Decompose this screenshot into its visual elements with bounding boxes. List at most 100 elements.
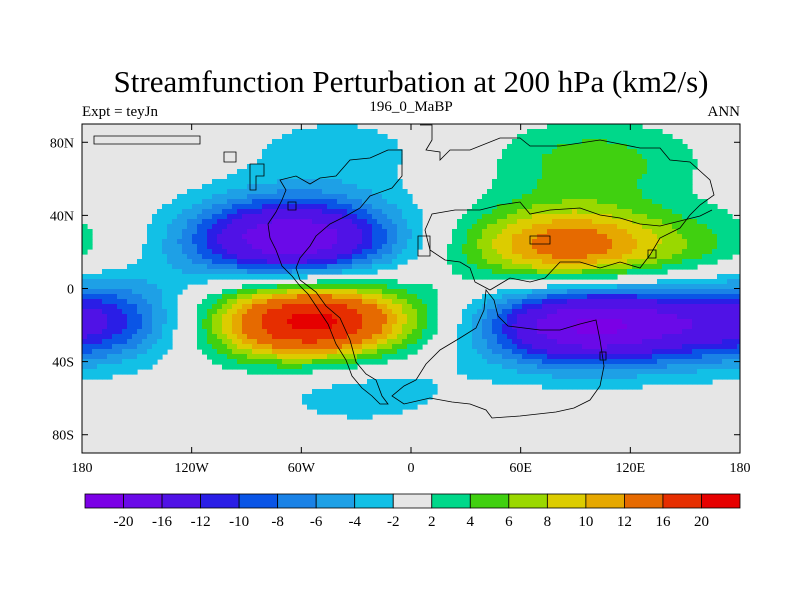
field-cell bbox=[187, 209, 193, 215]
field-cell bbox=[407, 214, 413, 220]
field-cell bbox=[252, 189, 258, 195]
field-cell bbox=[547, 194, 553, 200]
field-cell bbox=[697, 224, 703, 230]
field-cell bbox=[297, 229, 303, 235]
field-cell bbox=[252, 199, 258, 205]
field-cell bbox=[117, 304, 123, 310]
field-cell bbox=[617, 239, 623, 245]
field-cell bbox=[392, 244, 398, 250]
field-cell bbox=[362, 169, 368, 175]
field-cell bbox=[282, 284, 288, 290]
field-cell bbox=[462, 359, 468, 365]
field-cell bbox=[347, 359, 353, 365]
field-cell bbox=[342, 169, 348, 175]
field-cell bbox=[497, 319, 503, 325]
field-cell bbox=[117, 309, 123, 315]
field-cell bbox=[652, 319, 658, 325]
field-cell bbox=[372, 244, 378, 250]
field-cell bbox=[162, 339, 168, 345]
field-cell bbox=[632, 239, 638, 245]
field-cell bbox=[502, 209, 508, 215]
field-cell bbox=[217, 249, 223, 255]
field-cell bbox=[567, 314, 573, 320]
field-cell bbox=[327, 249, 333, 255]
field-cell bbox=[647, 209, 653, 215]
field-cell bbox=[552, 159, 558, 165]
field-cell bbox=[702, 284, 708, 290]
field-cell bbox=[317, 264, 323, 270]
field-cell bbox=[557, 374, 563, 380]
field-cell bbox=[222, 204, 228, 210]
field-cell bbox=[707, 279, 713, 285]
field-cell bbox=[302, 264, 308, 270]
field-cell bbox=[687, 339, 693, 345]
field-cell bbox=[677, 164, 683, 170]
field-cell bbox=[577, 169, 583, 175]
field-cell bbox=[142, 289, 148, 295]
field-cell bbox=[82, 374, 88, 380]
field-cell bbox=[532, 339, 538, 345]
field-cell bbox=[717, 304, 723, 310]
field-cell bbox=[707, 204, 713, 210]
field-cell bbox=[622, 229, 628, 235]
field-cell bbox=[362, 189, 368, 195]
field-cell bbox=[307, 139, 313, 145]
field-cell bbox=[507, 364, 513, 370]
field-cell bbox=[217, 304, 223, 310]
field-cell bbox=[122, 309, 128, 315]
field-cell bbox=[107, 269, 113, 275]
field-cell bbox=[507, 234, 513, 240]
field-cell bbox=[297, 329, 303, 335]
field-cell bbox=[297, 244, 303, 250]
field-cell bbox=[472, 329, 478, 335]
field-cell bbox=[522, 229, 528, 235]
field-cell bbox=[657, 279, 663, 285]
field-cell bbox=[682, 214, 688, 220]
field-cell bbox=[367, 359, 373, 365]
field-cell bbox=[552, 234, 558, 240]
field-cell bbox=[667, 379, 673, 385]
field-cell bbox=[587, 229, 593, 235]
field-cell bbox=[577, 324, 583, 330]
field-cell bbox=[302, 204, 308, 210]
field-cell bbox=[672, 294, 678, 300]
field-cell bbox=[397, 314, 403, 320]
field-cell bbox=[527, 314, 533, 320]
field-cell bbox=[272, 309, 278, 315]
field-cell bbox=[652, 289, 658, 295]
field-cell bbox=[217, 269, 223, 275]
field-cell bbox=[727, 369, 733, 375]
field-cell bbox=[642, 209, 648, 215]
field-cell bbox=[622, 169, 628, 175]
field-cell bbox=[302, 284, 308, 290]
field-cell bbox=[382, 229, 388, 235]
field-cell bbox=[507, 144, 513, 150]
field-cell bbox=[687, 364, 693, 370]
field-cell bbox=[307, 174, 313, 180]
field-cell bbox=[137, 354, 143, 360]
field-cell bbox=[282, 344, 288, 350]
field-cell bbox=[577, 139, 583, 145]
field-cell bbox=[302, 154, 308, 160]
field-cell bbox=[657, 359, 663, 365]
field-cell bbox=[147, 264, 153, 270]
field-cell bbox=[322, 169, 328, 175]
field-cell bbox=[717, 279, 723, 285]
field-cell bbox=[617, 144, 623, 150]
field-cell bbox=[187, 214, 193, 220]
field-cell bbox=[717, 229, 723, 235]
field-cell bbox=[162, 294, 168, 300]
field-cell bbox=[492, 269, 498, 275]
field-cell bbox=[207, 309, 213, 315]
field-cell bbox=[357, 249, 363, 255]
field-cell bbox=[607, 159, 613, 165]
field-cell bbox=[152, 254, 158, 260]
field-cell bbox=[427, 384, 433, 390]
field-cell bbox=[427, 314, 433, 320]
field-cell bbox=[672, 194, 678, 200]
field-cell bbox=[402, 384, 408, 390]
field-cell bbox=[292, 189, 298, 195]
field-cell bbox=[332, 309, 338, 315]
field-cell bbox=[457, 329, 463, 335]
field-cell bbox=[307, 159, 313, 165]
